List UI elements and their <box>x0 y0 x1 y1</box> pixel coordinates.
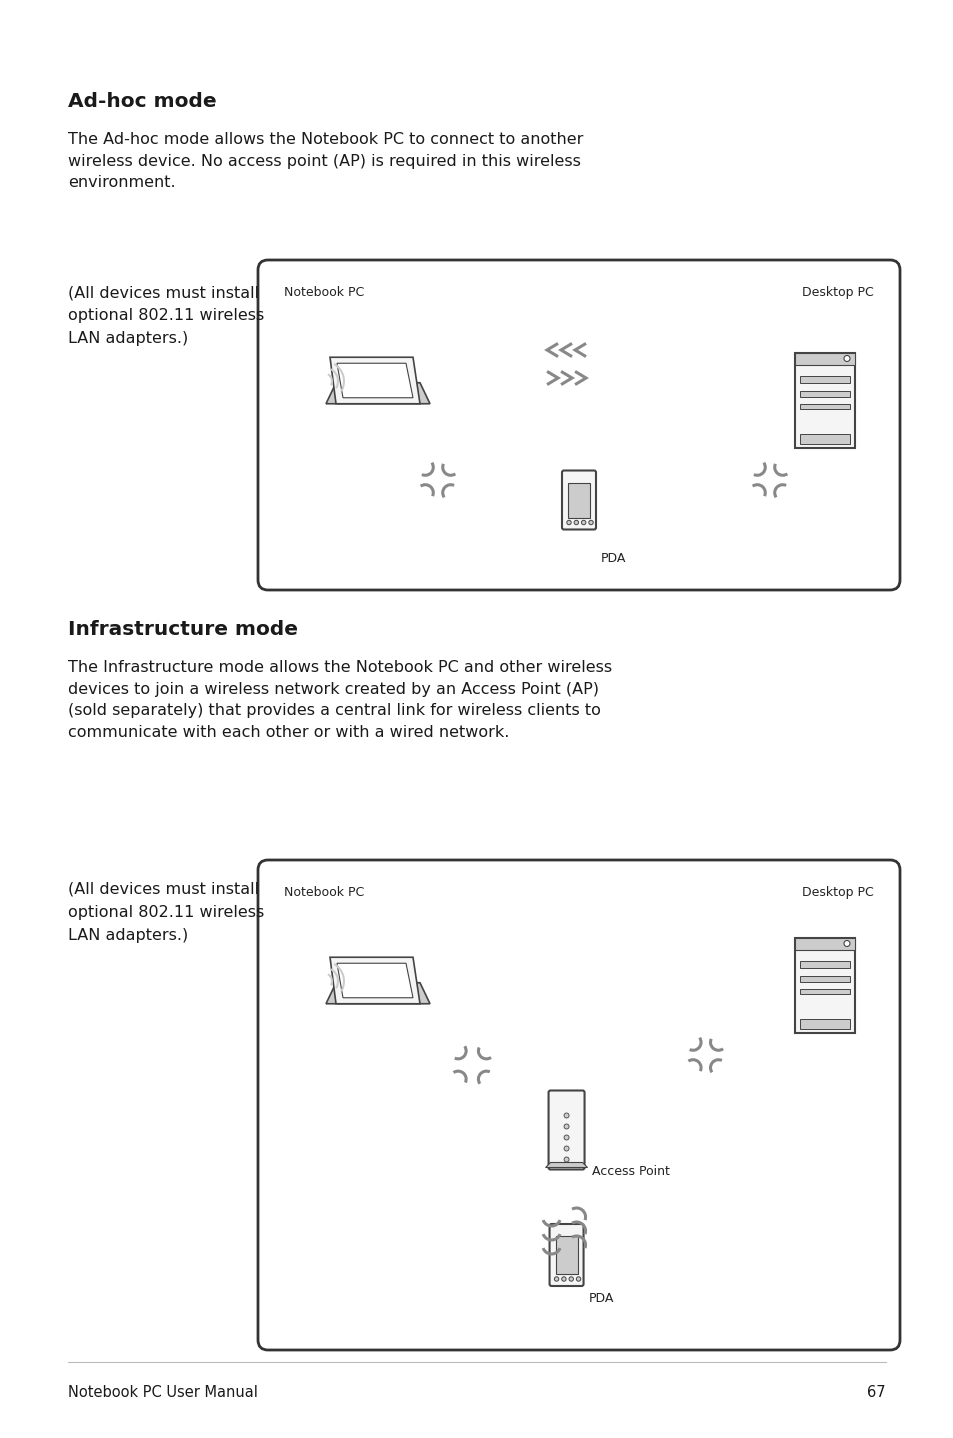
Text: PDA: PDA <box>588 1291 614 1306</box>
Circle shape <box>566 521 571 525</box>
Text: Infrastructure mode: Infrastructure mode <box>68 620 297 638</box>
Text: 67: 67 <box>866 1385 885 1401</box>
FancyBboxPatch shape <box>561 470 596 529</box>
Polygon shape <box>330 357 419 404</box>
Polygon shape <box>326 383 430 404</box>
Circle shape <box>574 521 578 525</box>
Polygon shape <box>326 982 430 1004</box>
FancyBboxPatch shape <box>800 391 849 397</box>
FancyBboxPatch shape <box>800 988 849 994</box>
FancyBboxPatch shape <box>800 1018 849 1028</box>
Circle shape <box>843 940 849 946</box>
FancyBboxPatch shape <box>794 352 854 447</box>
Text: PDA: PDA <box>600 552 626 565</box>
FancyBboxPatch shape <box>257 260 899 590</box>
FancyBboxPatch shape <box>549 1224 583 1286</box>
Polygon shape <box>545 1162 587 1168</box>
Text: Desktop PC: Desktop PC <box>801 286 873 299</box>
Text: Notebook PC: Notebook PC <box>284 886 364 899</box>
Circle shape <box>581 521 585 525</box>
FancyBboxPatch shape <box>548 1090 584 1169</box>
Polygon shape <box>794 938 854 949</box>
FancyBboxPatch shape <box>800 375 849 383</box>
Text: Desktop PC: Desktop PC <box>801 886 873 899</box>
Circle shape <box>554 1277 558 1281</box>
Text: Access Point: Access Point <box>591 1165 669 1178</box>
Text: (All devices must install
optional 802.11 wireless
LAN adapters.): (All devices must install optional 802.1… <box>68 285 264 345</box>
Circle shape <box>563 1146 568 1150</box>
Circle shape <box>588 521 593 525</box>
FancyBboxPatch shape <box>555 1237 577 1274</box>
Text: Notebook PC: Notebook PC <box>284 286 364 299</box>
FancyBboxPatch shape <box>794 938 854 1032</box>
Circle shape <box>563 1158 568 1162</box>
Text: Ad-hoc mode: Ad-hoc mode <box>68 92 216 111</box>
Polygon shape <box>794 352 854 364</box>
FancyBboxPatch shape <box>800 961 849 968</box>
Polygon shape <box>336 963 413 998</box>
Circle shape <box>563 1113 568 1117</box>
Text: Notebook PC User Manual: Notebook PC User Manual <box>68 1385 257 1401</box>
FancyBboxPatch shape <box>800 433 849 443</box>
Text: (All devices must install
optional 802.11 wireless
LAN adapters.): (All devices must install optional 802.1… <box>68 881 264 942</box>
Polygon shape <box>330 958 419 1004</box>
Circle shape <box>561 1277 565 1281</box>
FancyBboxPatch shape <box>800 404 849 408</box>
FancyBboxPatch shape <box>257 860 899 1350</box>
Circle shape <box>563 1125 568 1129</box>
Text: The Infrastructure mode allows the Notebook PC and other wireless
devices to joi: The Infrastructure mode allows the Noteb… <box>68 660 612 739</box>
Text: The Ad-hoc mode allows the Notebook PC to connect to another
wireless device. No: The Ad-hoc mode allows the Notebook PC t… <box>68 132 583 190</box>
FancyBboxPatch shape <box>800 975 849 982</box>
Circle shape <box>568 1277 573 1281</box>
Polygon shape <box>336 364 413 398</box>
Circle shape <box>576 1277 580 1281</box>
Circle shape <box>843 355 849 361</box>
FancyBboxPatch shape <box>567 483 589 518</box>
Circle shape <box>563 1135 568 1140</box>
